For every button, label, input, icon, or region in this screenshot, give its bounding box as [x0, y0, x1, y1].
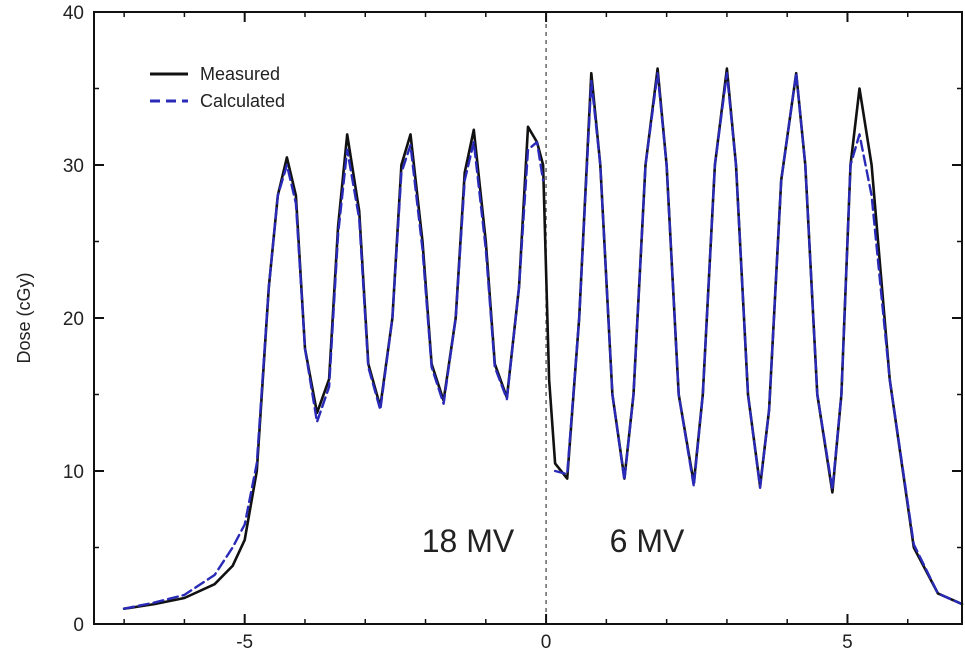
- y-tick-label: 40: [63, 3, 84, 24]
- legend: Measured Calculated: [150, 64, 285, 111]
- x-tick-label: -5: [236, 632, 253, 653]
- x-tick-label: 5: [842, 632, 853, 653]
- y-tick-label: 20: [63, 309, 84, 330]
- legend-label-measured: Measured: [200, 64, 280, 84]
- y-axis-label: Dose (cGy): [14, 272, 34, 363]
- y-tick-label: 30: [63, 156, 84, 177]
- y-tick-label: 10: [63, 462, 84, 483]
- region-label-6mv: 6 MV: [610, 523, 685, 559]
- legend-label-calculated: Calculated: [200, 91, 285, 111]
- series-line-measured: [122, 67, 964, 610]
- x-tick-label: 0: [541, 632, 552, 653]
- region-label-18mv: 18 MV: [422, 523, 515, 559]
- series-line-calculated: [122, 72, 964, 610]
- y-tick-label: 0: [73, 615, 84, 636]
